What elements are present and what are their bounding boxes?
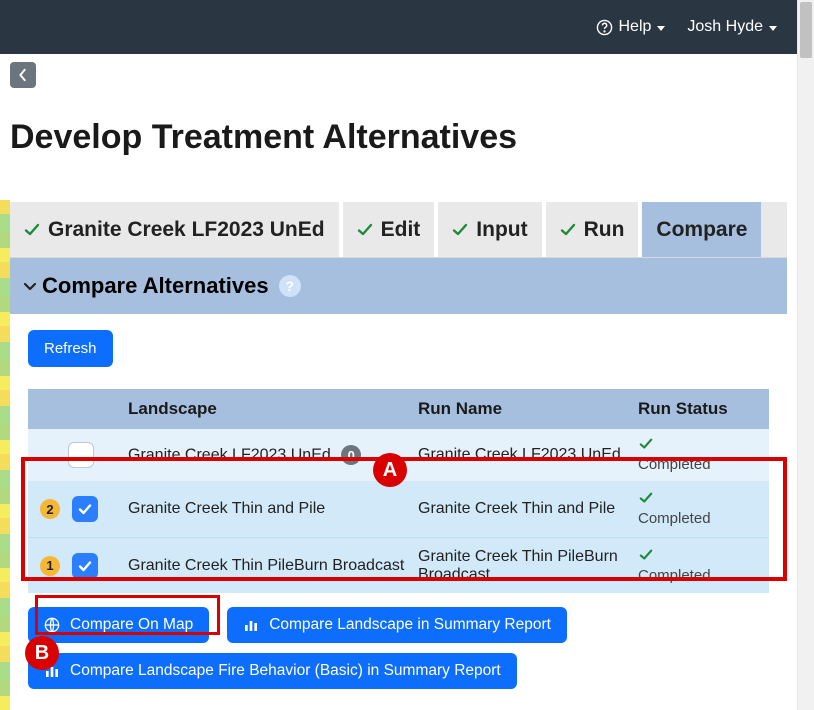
check-icon xyxy=(638,548,654,567)
bar-chart-icon xyxy=(243,617,259,633)
page-title: Develop Treatment Alternatives xyxy=(10,118,517,157)
bar-chart-icon xyxy=(44,663,60,679)
help-label: Help xyxy=(619,18,652,36)
tab-compare[interactable]: Compare xyxy=(642,202,761,257)
order-badge: 2 xyxy=(40,499,60,519)
col-header-run-status: Run Status xyxy=(638,399,768,419)
row-checkbox[interactable] xyxy=(68,442,94,468)
check-icon xyxy=(24,222,40,238)
row-checkbox[interactable] xyxy=(72,553,98,579)
run-status-cell: Completed xyxy=(638,491,768,527)
status-label: Completed xyxy=(638,510,711,527)
caret-down-icon xyxy=(769,26,777,31)
back-button[interactable] xyxy=(10,62,36,88)
alternatives-table: Landscape Run Name Run Status Granite Cr… xyxy=(28,389,769,593)
caret-down-icon xyxy=(657,26,665,31)
tab-input[interactable]: Input xyxy=(438,202,545,257)
landscape-cell: Granite Creek LF2023 UnEd 0 xyxy=(128,445,418,465)
tab-label: Input xyxy=(476,218,527,242)
help-circle-icon xyxy=(596,19,613,36)
refresh-button[interactable]: Refresh xyxy=(28,330,113,367)
tab-label: Run xyxy=(584,218,625,242)
run-name-cell: Granite Creek LF2023 UnEd xyxy=(418,446,638,464)
panel-header-compare[interactable]: Compare Alternatives ? xyxy=(10,258,787,314)
chevron-left-icon xyxy=(18,68,28,82)
help-menu[interactable]: Help xyxy=(596,18,666,36)
globe-icon xyxy=(44,617,60,633)
status-label: Completed xyxy=(638,567,711,584)
table-row: Granite Creek LF2023 UnEd 0 Granite Cree… xyxy=(28,429,769,481)
check-icon xyxy=(638,437,654,456)
button-label: Compare Landscape in Summary Report xyxy=(269,616,551,634)
col-header-run-name: Run Name xyxy=(418,399,638,419)
col-header-landscape: Landscape xyxy=(128,399,418,419)
run-name-cell: Granite Creek Thin and Pile xyxy=(418,500,638,518)
tab-edit[interactable]: Edit xyxy=(343,202,439,257)
topbar: Help Josh Hyde xyxy=(0,0,797,54)
tab-label: Compare xyxy=(656,218,747,242)
check-icon xyxy=(357,222,373,238)
scrollbar-thumb[interactable] xyxy=(800,2,812,58)
panel-help-button[interactable]: ? xyxy=(279,275,301,297)
order-badge: 1 xyxy=(40,556,60,576)
vertical-scrollbar[interactable] xyxy=(797,0,814,710)
status-label: Completed xyxy=(638,456,711,473)
check-icon xyxy=(638,491,654,510)
tab-label: Edit xyxy=(381,218,421,242)
check-icon xyxy=(77,501,93,517)
check-icon xyxy=(560,222,576,238)
run-status-cell: Completed xyxy=(638,437,768,473)
table-row: 2 Granite Creek Thin and Pile Granite Cr… xyxy=(28,481,769,537)
table-row: 1 Granite Creek Thin PileBurn Broadcast … xyxy=(28,537,769,593)
button-label: Compare On Map xyxy=(70,616,193,634)
panel-body: Refresh Landscape Run Name Run Status Gr… xyxy=(10,314,787,709)
check-icon xyxy=(77,558,93,574)
compare-fire-behavior-button[interactable]: Compare Landscape Fire Behavior (Basic) … xyxy=(28,653,517,689)
landscape-cell: Granite Creek Thin and Pile xyxy=(128,500,418,518)
tab-label: Granite Creek LF2023 UnEd xyxy=(48,218,325,242)
workflow-tabs: Granite Creek LF2023 UnEd Edit Input Run… xyxy=(10,202,787,258)
chevron-down-icon xyxy=(22,278,38,294)
check-icon xyxy=(452,222,468,238)
button-label: Compare Landscape Fire Behavior (Basic) … xyxy=(70,662,501,680)
tab-landscape[interactable]: Granite Creek LF2023 UnEd xyxy=(10,202,343,257)
edit-count-badge: 0 xyxy=(341,445,361,465)
table-header-row: Landscape Run Name Run Status xyxy=(28,389,769,429)
panel-title: Compare Alternatives xyxy=(42,273,269,299)
user-menu[interactable]: Josh Hyde xyxy=(687,18,777,36)
compare-on-map-button[interactable]: Compare On Map xyxy=(28,607,209,643)
compare-summary-button[interactable]: Compare Landscape in Summary Report xyxy=(227,607,567,643)
landscape-cell: Granite Creek Thin PileBurn Broadcast xyxy=(128,557,418,575)
run-name-cell: Granite Creek Thin PileBurn Broadcast xyxy=(418,548,638,584)
map-strip-decoration xyxy=(0,200,10,710)
tab-run[interactable]: Run xyxy=(546,202,643,257)
user-name-label: Josh Hyde xyxy=(687,18,763,36)
row-checkbox[interactable] xyxy=(72,496,98,522)
landscape-name: Granite Creek LF2023 UnEd xyxy=(128,447,331,464)
run-status-cell: Completed xyxy=(638,548,768,584)
